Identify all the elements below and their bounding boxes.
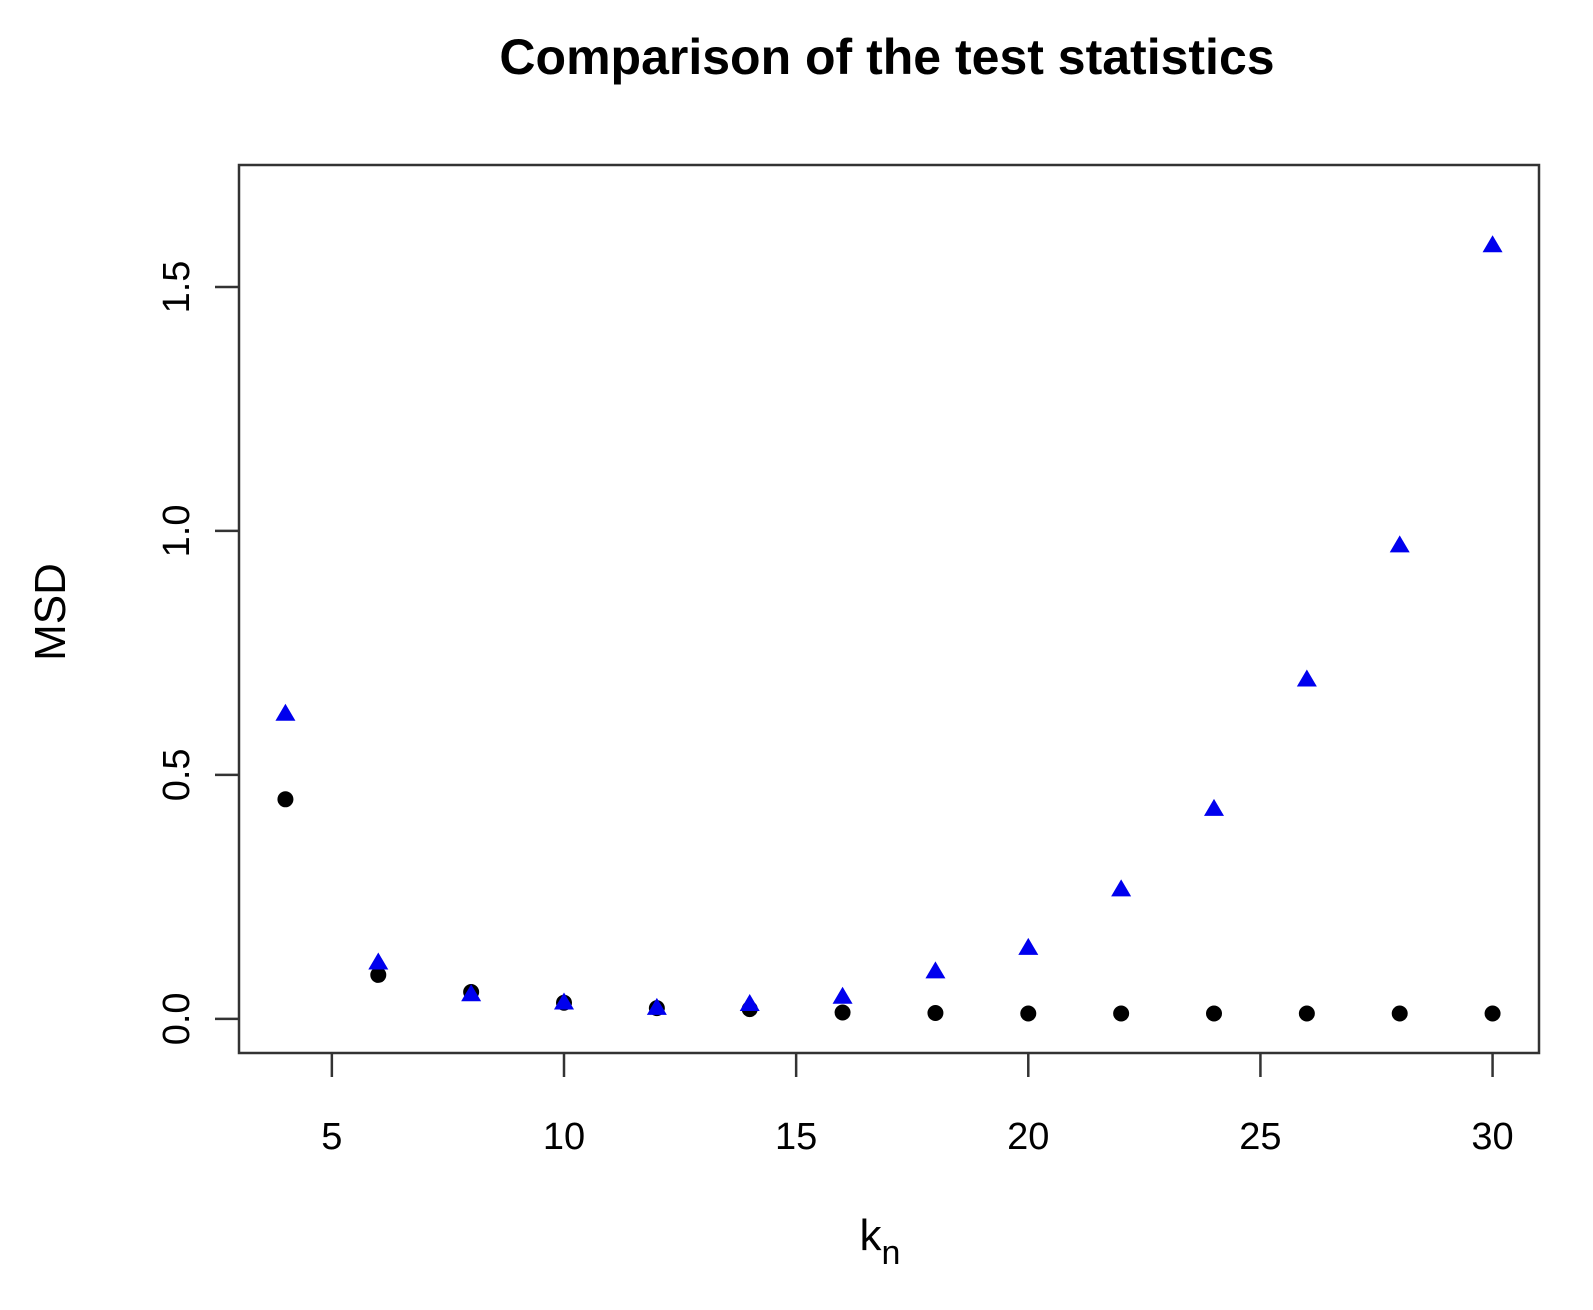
x-tick-label: 15: [775, 1116, 817, 1158]
point-triangle: [275, 703, 296, 721]
point-circle: [1391, 1005, 1408, 1022]
point-circle: [1113, 1005, 1130, 1022]
y-tick-label: 0.0: [156, 992, 198, 1045]
point-circle: [1020, 1005, 1037, 1022]
x-tick-label: 10: [543, 1116, 585, 1158]
point-triangle: [739, 994, 760, 1012]
y-axis: 0.0 0.5 1.0 1.5: [156, 261, 239, 1045]
x-axis: 5 10 15 20 25 30: [321, 1053, 1514, 1158]
point-triangle: [925, 961, 946, 979]
point-triangle: [1389, 535, 1410, 553]
point-triangle: [368, 952, 389, 970]
point-triangle: [1111, 879, 1132, 897]
plot-frame: [237, 163, 1541, 1055]
point-triangle: [1018, 937, 1039, 955]
point-circle: [927, 1004, 944, 1021]
x-tick-label: 5: [321, 1116, 342, 1158]
x-tick-label: 25: [1239, 1116, 1281, 1158]
x-axis-label-subscript: n: [882, 1234, 901, 1272]
y-axis-label: MSD: [26, 563, 75, 661]
y-tick-label: 1.0: [156, 505, 198, 558]
point-circle: [1484, 1005, 1501, 1022]
point-circle: [1298, 1005, 1315, 1022]
chart-title: Comparison of the test statistics: [499, 29, 1274, 85]
point-triangle: [832, 986, 853, 1004]
point-triangle: [646, 997, 667, 1015]
data-points: [275, 235, 1503, 1022]
x-tick-label: 30: [1471, 1116, 1513, 1158]
y-tick-label: 1.5: [156, 261, 198, 314]
point-triangle: [554, 992, 574, 1010]
x-tick-label: 20: [1007, 1116, 1049, 1158]
point-triangle: [461, 984, 482, 1002]
point-triangle: [1482, 235, 1503, 253]
y-tick-label: 0.5: [156, 748, 198, 801]
point-circle: [277, 791, 294, 808]
x-axis-label-main: k: [860, 1211, 883, 1260]
point-circle: [834, 1004, 851, 1021]
point-triangle: [1204, 798, 1224, 816]
point-circle: [1206, 1005, 1222, 1022]
series-circle-markers: [277, 791, 1501, 1022]
series-triangle-markers: [275, 235, 1503, 1015]
point-circle: [370, 966, 387, 983]
point-triangle: [1296, 669, 1317, 687]
x-axis-label: kn: [860, 1211, 901, 1272]
